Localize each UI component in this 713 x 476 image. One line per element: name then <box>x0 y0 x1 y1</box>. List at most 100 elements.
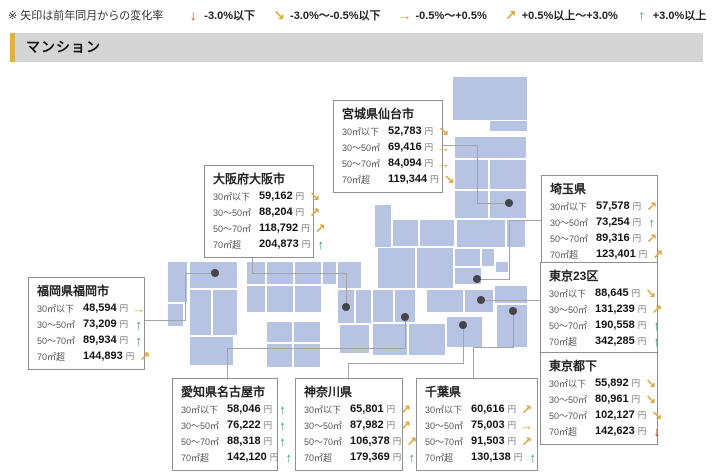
price-value: 130,138 <box>471 451 511 463</box>
map-tile <box>356 290 371 323</box>
region-title: 埼玉県 <box>550 182 587 196</box>
price-row: 70㎡超 119,344 円 ↘ <box>342 171 455 187</box>
price-value: 80,961 <box>595 393 629 405</box>
price-row: 70㎡超 342,285 円 ↑ <box>549 333 660 349</box>
change-arrow-icon: → <box>520 417 534 433</box>
down-arrow-icon: ↓ <box>189 6 197 23</box>
change-arrow-icon: ↗ <box>646 198 658 214</box>
price-row: 70㎡超 144,893 円 ↗ <box>37 348 150 364</box>
connector-line <box>473 347 474 378</box>
size-range-label: 30〜50㎡ <box>304 420 343 431</box>
map-tile <box>373 324 407 355</box>
yen-unit-label: 円 <box>269 452 279 462</box>
region-box-miyagi-sendai: 宮城県仙台市 30㎡以下 52,783 円 ↘ 30〜50㎡ 69,416 円 → 50〜7… <box>333 100 455 193</box>
change-arrow-icon: ↘ <box>645 391 657 407</box>
connector-line <box>185 273 186 321</box>
region-box-chiba: 千葉県 30㎡以下 60,616 円 ↗ 30〜50㎡ 75,003 円 → 50〜70㎡ 9… <box>416 378 538 471</box>
map-tile <box>294 344 320 367</box>
change-arrow-icon: ↑ <box>285 449 293 465</box>
change-arrow-icon: → <box>437 139 451 155</box>
yen-unit-label: 円 <box>637 410 647 420</box>
price-row: 30〜50㎡ 75,003 円 → <box>425 417 533 433</box>
change-arrow-icon: ↗ <box>400 417 412 433</box>
yen-unit-label: 円 <box>392 452 402 462</box>
yen-unit-label: 円 <box>119 319 129 329</box>
map-tile <box>490 160 526 189</box>
up-right-arrow-icon: ↗ <box>504 6 517 23</box>
price-row: 50〜70㎡ 88,318 円 ↑ <box>181 433 286 449</box>
change-arrow-icon: ↘ <box>645 375 657 391</box>
size-range-label: 50〜70㎡ <box>550 233 589 244</box>
change-arrow-icon: ↗ <box>406 433 418 449</box>
map-tile <box>495 286 527 303</box>
size-range-label: 30㎡以下 <box>304 404 342 415</box>
map-marker-dot-saitama <box>473 275 481 283</box>
price-value: 118,792 <box>259 222 299 234</box>
map-tile <box>409 324 445 355</box>
yen-unit-label: 円 <box>632 233 642 243</box>
price-value: 87,982 <box>350 419 384 431</box>
map-tile <box>393 220 418 246</box>
change-arrow-icon: ↑ <box>279 433 286 449</box>
yen-unit-label: 円 <box>507 420 517 430</box>
price-value: 89,934 <box>83 334 117 346</box>
change-arrow-icon: ↗ <box>139 348 151 364</box>
yen-unit-label: 円 <box>632 217 642 227</box>
connector-line <box>405 321 406 349</box>
map-tile-aichi <box>395 290 415 322</box>
price-row: 30㎡以下 52,783 円 ↘ <box>342 123 449 139</box>
price-row: 30㎡以下 58,046 円 ↑ <box>181 401 286 417</box>
price-row: 30〜50㎡ 69,416 円 → <box>342 139 450 155</box>
price-row: 50〜70㎡ 89,934 円 ↑ <box>37 332 142 348</box>
map-tile <box>420 220 454 246</box>
yen-unit-label: 円 <box>295 207 305 217</box>
size-range-label: 50〜70㎡ <box>549 320 588 331</box>
change-arrow-icon: ↗ <box>521 401 533 417</box>
size-range-label: 30㎡以下 <box>550 201 588 212</box>
price-value: 84,094 <box>388 157 422 169</box>
yen-unit-label: 円 <box>637 336 647 346</box>
up-arrow-icon: ↑ <box>638 6 646 23</box>
price-value: 58,046 <box>227 403 261 415</box>
size-range-label: 50〜70㎡ <box>304 436 343 447</box>
yen-unit-label: 円 <box>125 351 135 361</box>
map-tile <box>455 191 488 218</box>
price-value: 88,318 <box>227 435 261 447</box>
connector-line <box>348 363 464 364</box>
price-value: 179,369 <box>350 451 390 463</box>
connector-line <box>346 273 347 304</box>
yen-unit-label: 円 <box>507 436 517 446</box>
size-range-label: 30〜50㎡ <box>342 142 381 153</box>
change-arrow-icon: ↗ <box>314 220 326 236</box>
connector-line <box>477 203 506 204</box>
yen-unit-label: 円 <box>638 249 648 259</box>
region-box-kanagawa: 神奈川県 30㎡以下 65,801 円 ↗ 30〜50㎡ 87,982 円 ↗ 50〜70㎡… <box>295 378 417 471</box>
size-range-label: 50〜70㎡ <box>549 410 588 421</box>
map-tile <box>338 262 361 288</box>
map-tile <box>190 337 233 365</box>
price-value: 204,873 <box>259 238 299 250</box>
map-tile <box>417 248 453 288</box>
size-range-label: 30〜50㎡ <box>549 394 588 405</box>
yen-unit-label: 円 <box>386 404 396 414</box>
price-row: 30㎡以下 57,578 円 ↗ <box>550 198 657 214</box>
price-row: 50〜70㎡ 89,316 円 ↗ <box>550 230 657 246</box>
yen-unit-label: 円 <box>263 404 273 414</box>
price-row: 30㎡以下 60,616 円 ↗ <box>425 401 532 417</box>
legend-item-label: -3.0%以下 <box>204 10 256 22</box>
yen-unit-label: 円 <box>513 452 523 462</box>
map-tile <box>373 290 393 322</box>
yen-unit-label: 円 <box>631 394 641 404</box>
right-arrow-icon: → <box>397 6 412 23</box>
change-arrow-icon: ↗ <box>309 204 321 220</box>
yen-unit-label: 円 <box>631 378 641 388</box>
price-row: 50〜70㎡ 106,378 円 ↗ <box>304 433 417 449</box>
connector-line <box>252 273 347 274</box>
map-tile <box>375 205 391 247</box>
change-arrow-icon: ↘ <box>645 285 657 301</box>
price-value: 73,254 <box>596 216 630 228</box>
price-value: 88,645 <box>595 287 629 299</box>
price-value: 76,222 <box>227 419 261 431</box>
change-arrow-icon: ↑ <box>408 449 416 465</box>
size-range-label: 70㎡超 <box>213 239 242 250</box>
